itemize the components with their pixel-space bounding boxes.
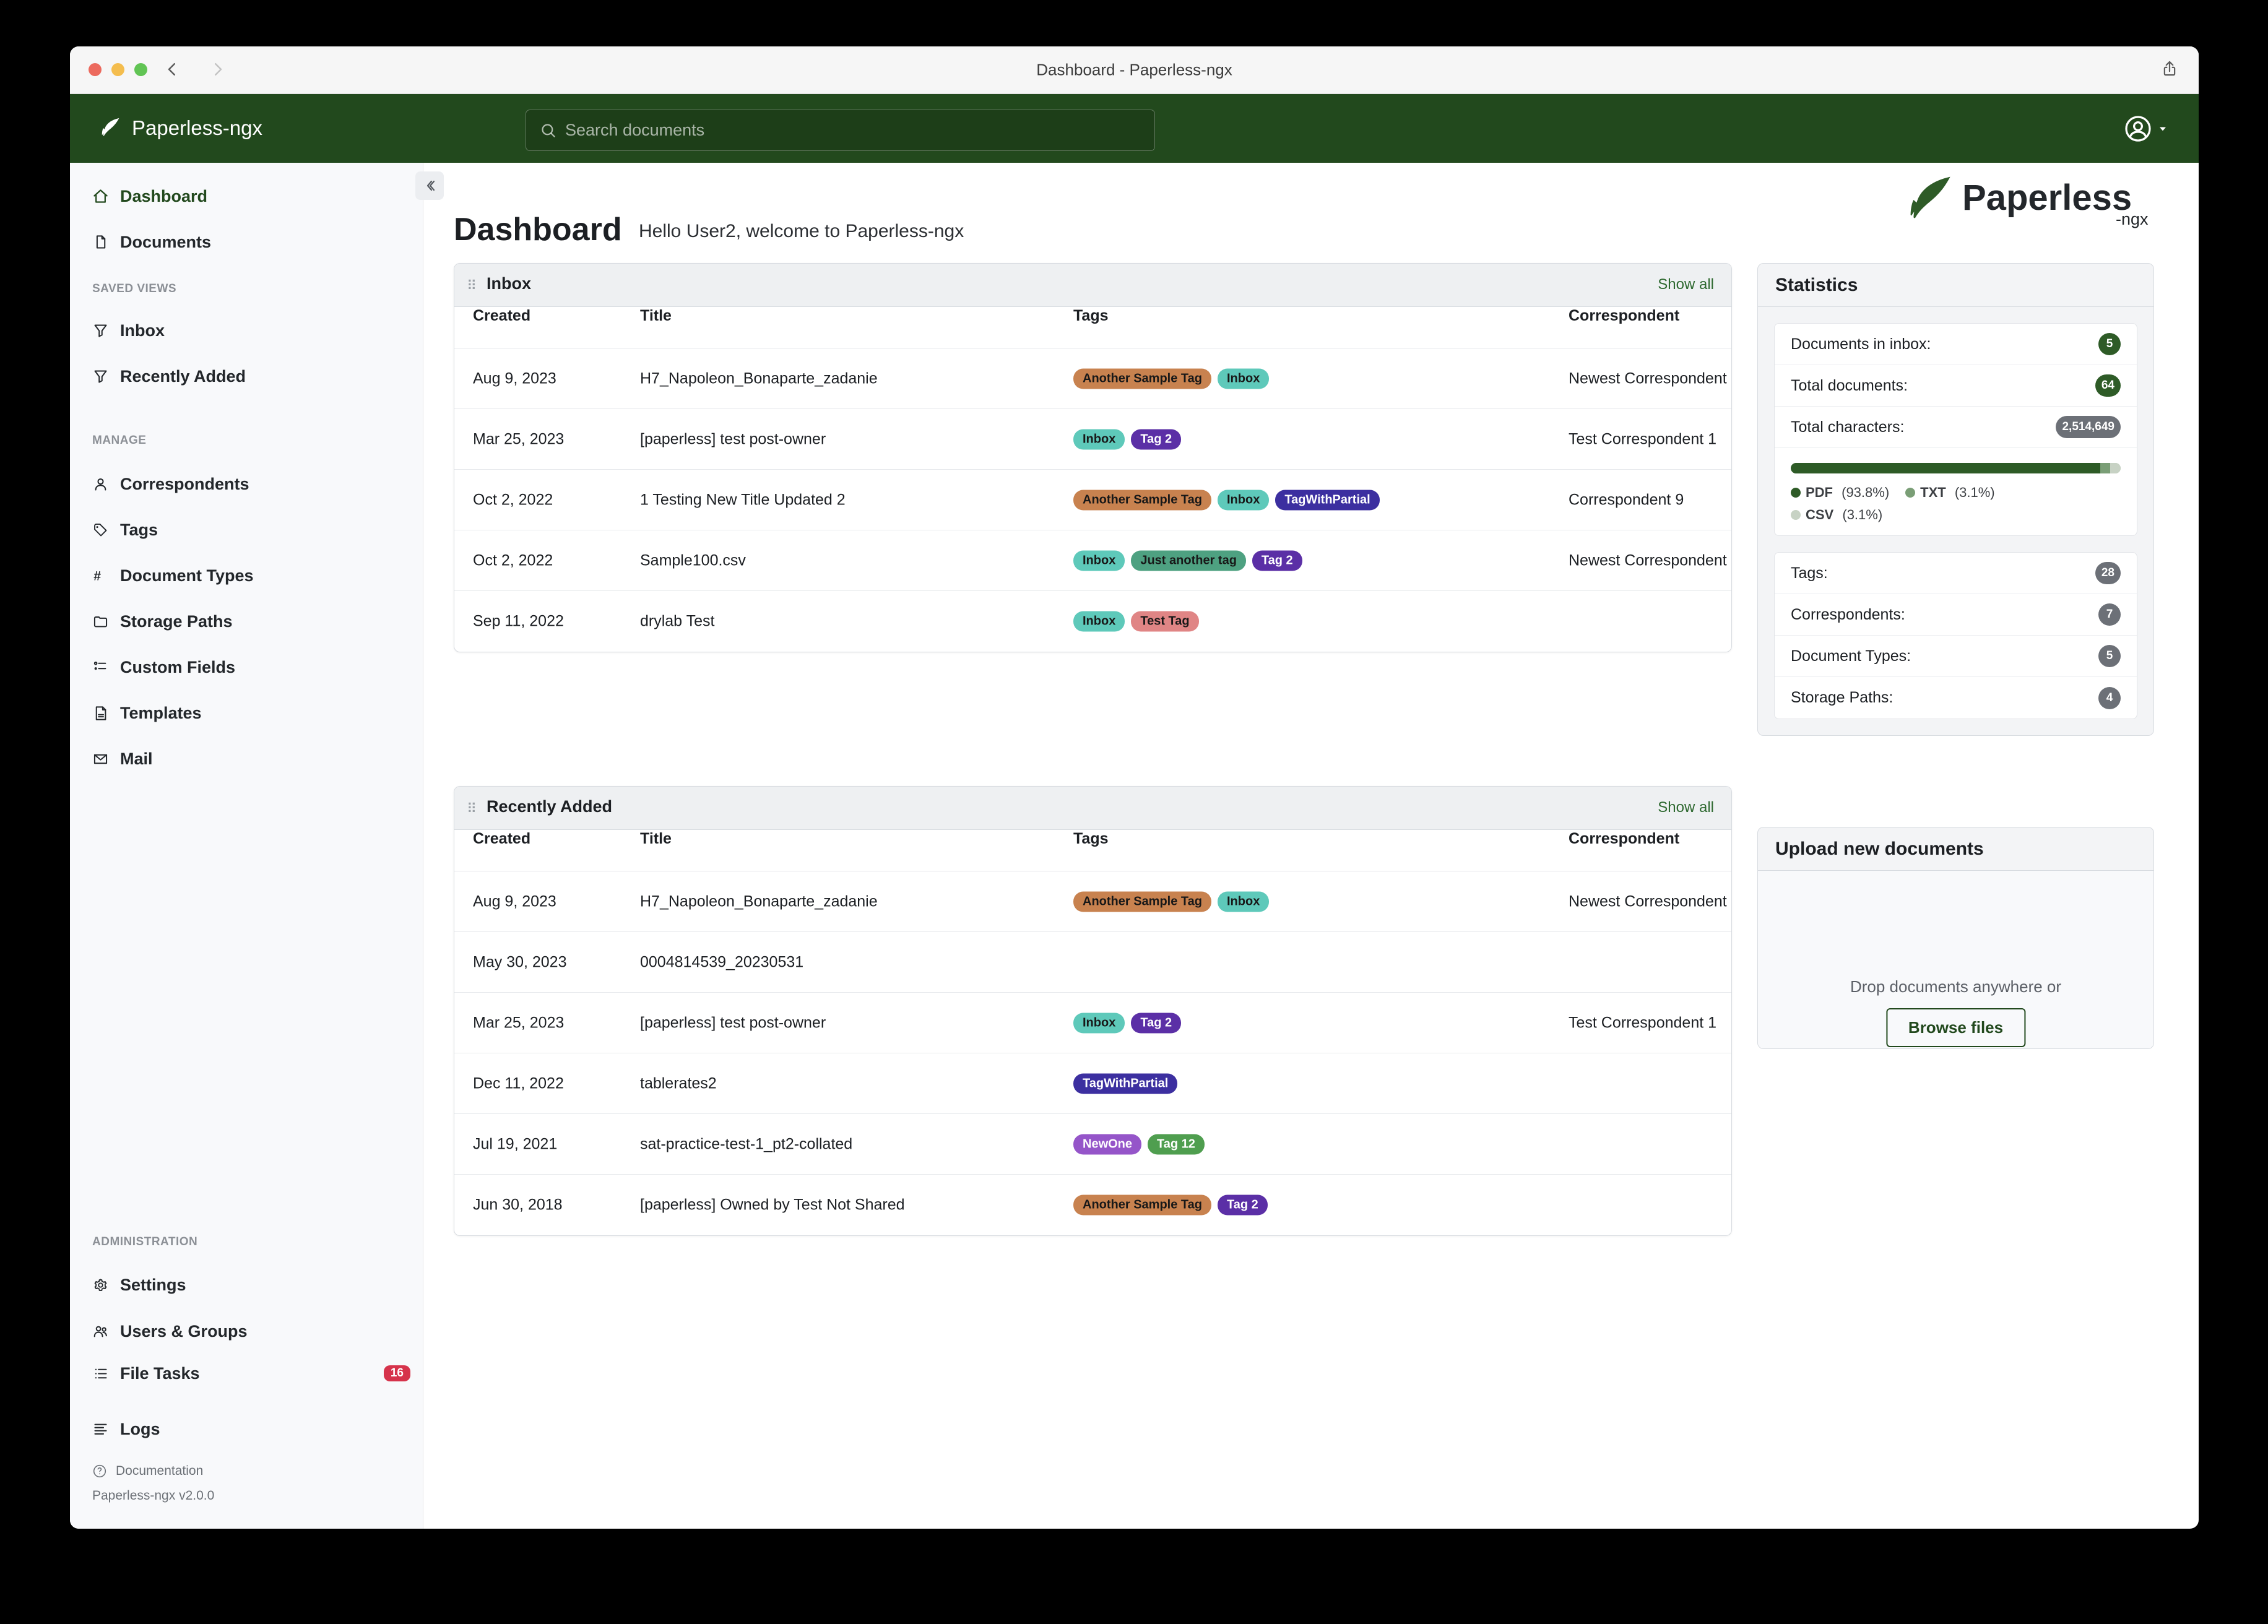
svg-text:#: # bbox=[93, 568, 101, 583]
